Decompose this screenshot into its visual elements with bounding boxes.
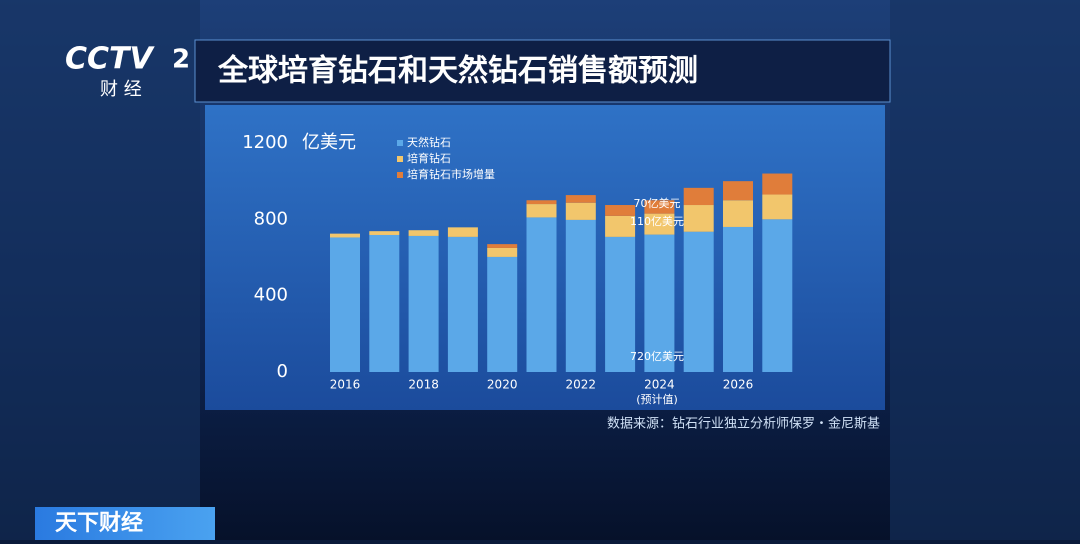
bar-segment <box>408 235 439 372</box>
legend-label: 天然钻石 <box>407 135 451 149</box>
bar-segment <box>369 234 400 372</box>
bar-segment <box>330 237 360 372</box>
bar-segment <box>565 219 596 372</box>
bar-segment <box>565 195 596 203</box>
x-tick-label: 2016 <box>330 378 361 392</box>
legend-label: 培育钻石 <box>407 151 451 165</box>
x-note: (预计值) <box>636 393 678 406</box>
bar-segment <box>644 200 675 214</box>
bar-segment <box>723 200 753 227</box>
bar-segment <box>762 173 793 195</box>
x-tick-label: 2026 <box>723 378 754 392</box>
bar-segment <box>644 234 675 372</box>
bar-segment <box>526 217 557 372</box>
source: 数据来源：钻石行业独立分析师保罗・金尼斯基 <box>607 416 880 432</box>
bar-segment <box>683 205 714 232</box>
legend-swatch <box>397 140 403 146</box>
banner-box <box>35 507 215 540</box>
bar-segment <box>487 244 518 248</box>
x-tick-label: 2020 <box>487 378 518 392</box>
bar-segment <box>447 236 478 372</box>
bar-segment <box>605 215 636 237</box>
logo-number: 2 <box>172 45 190 75</box>
bar-segment <box>605 236 636 372</box>
bar-segment <box>369 231 400 235</box>
bar-segment <box>487 256 518 372</box>
bar-segment <box>762 219 793 372</box>
banner: 天下财经 <box>55 510 143 536</box>
legend-swatch <box>397 156 403 162</box>
bar-segment <box>447 227 478 237</box>
y-axis-unit: 亿美元 <box>302 132 356 153</box>
bar-segment <box>683 231 714 372</box>
y-tick-label: 800 <box>254 208 288 229</box>
y-tick-label: 1200 <box>242 132 288 153</box>
annotation: 110亿美元 <box>630 215 684 228</box>
annotation: 70亿美元 <box>634 197 681 210</box>
bar-segment <box>565 202 596 220</box>
x-tick-label: 2022 <box>566 378 597 392</box>
bar-segment <box>487 247 518 257</box>
legend-label: 培育钻石市场增量 <box>407 167 495 181</box>
side-panel <box>0 0 200 540</box>
bar-segment <box>723 181 753 201</box>
bar-segment <box>644 213 675 235</box>
y-tick-label: 0 <box>277 361 288 382</box>
logo-brand: CCTV <box>65 42 155 77</box>
chart-title: 全球培育钻石和天然钻石销售额预测 <box>217 54 698 89</box>
bar-segment <box>526 200 557 205</box>
y-tick-label: 400 <box>254 285 288 306</box>
logo-name: 财 经 <box>100 79 142 100</box>
legend-swatch <box>397 172 403 178</box>
bar-segment <box>762 194 793 220</box>
bar-segment <box>605 205 636 216</box>
x-tick-label: 2024 <box>644 378 675 392</box>
side-panel <box>890 0 1080 540</box>
x-tick-label: 2018 <box>408 378 439 392</box>
bar-segment <box>526 204 557 218</box>
bar-segment <box>683 187 714 206</box>
title-bar <box>194 39 891 103</box>
annotation: 720亿美元 <box>630 350 684 363</box>
bar-segment <box>723 226 753 372</box>
bar-segment <box>330 233 360 238</box>
bar-segment <box>408 230 439 236</box>
